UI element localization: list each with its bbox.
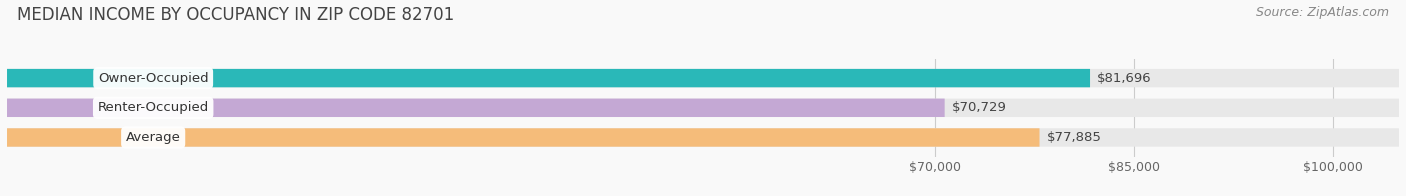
Text: $70,729: $70,729 xyxy=(952,101,1007,114)
Text: $77,885: $77,885 xyxy=(1046,131,1101,144)
Text: Source: ZipAtlas.com: Source: ZipAtlas.com xyxy=(1256,6,1389,19)
FancyBboxPatch shape xyxy=(7,99,945,117)
FancyBboxPatch shape xyxy=(7,69,1090,87)
FancyBboxPatch shape xyxy=(7,128,1399,147)
FancyBboxPatch shape xyxy=(7,128,1039,147)
Text: Average: Average xyxy=(125,131,180,144)
FancyBboxPatch shape xyxy=(7,69,1399,87)
Text: Renter-Occupied: Renter-Occupied xyxy=(97,101,209,114)
FancyBboxPatch shape xyxy=(7,99,1399,117)
Text: $81,696: $81,696 xyxy=(1097,72,1152,85)
Text: MEDIAN INCOME BY OCCUPANCY IN ZIP CODE 82701: MEDIAN INCOME BY OCCUPANCY IN ZIP CODE 8… xyxy=(17,6,454,24)
Text: Owner-Occupied: Owner-Occupied xyxy=(98,72,208,85)
